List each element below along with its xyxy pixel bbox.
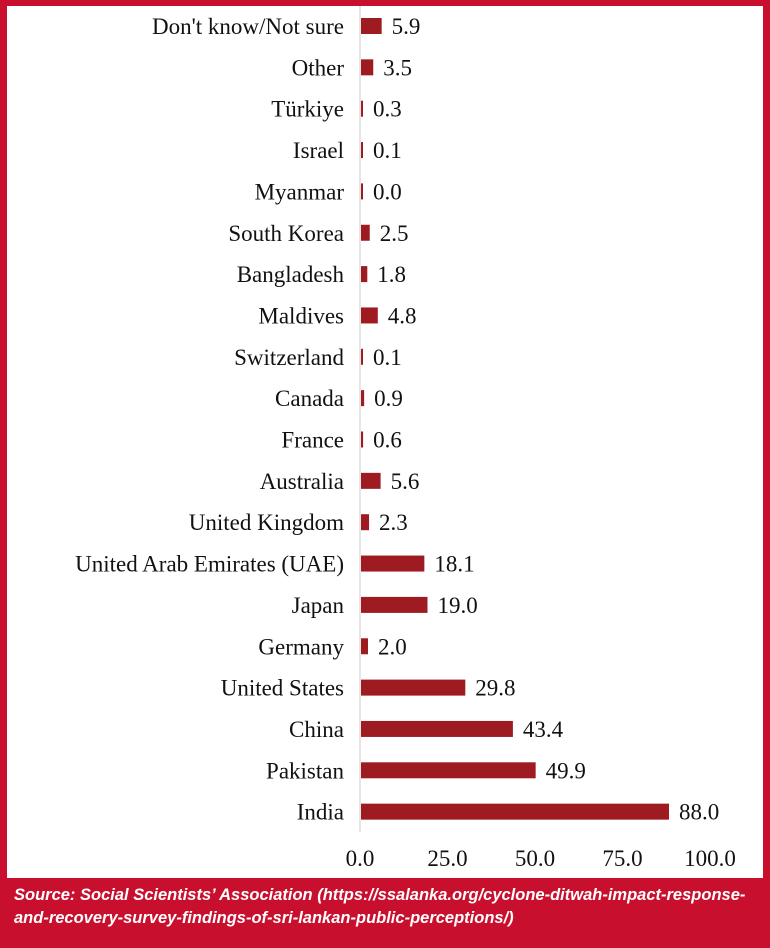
bar	[361, 142, 363, 159]
x-tick-label: 50.0	[515, 846, 555, 871]
category-label: Canada	[275, 386, 344, 411]
category-label: Israel	[293, 138, 344, 163]
category-label: Other	[292, 55, 345, 80]
category-label: Myanmar	[255, 179, 345, 204]
bar	[361, 472, 381, 489]
value-label: 0.1	[373, 345, 402, 370]
x-tick-label: 25.0	[427, 846, 467, 871]
category-label: United Kingdom	[189, 510, 344, 535]
bar	[361, 307, 378, 324]
category-label: Türkiye	[271, 97, 344, 122]
value-label: 2.0	[378, 634, 407, 659]
x-tick-label: 0.0	[346, 846, 375, 871]
bar	[361, 555, 425, 572]
category-label: United States	[221, 676, 344, 701]
value-label: 4.8	[388, 303, 417, 328]
category-label: India	[297, 800, 344, 825]
bar	[361, 638, 368, 655]
value-label: 2.3	[379, 510, 408, 535]
category-label: France	[281, 428, 344, 453]
bar	[361, 390, 365, 407]
value-label: 88.0	[679, 800, 719, 825]
value-label: 18.1	[434, 552, 474, 577]
value-label: 29.8	[475, 676, 515, 701]
bar-chart: Don't know/Not sure 5.9 Other 3.5 Türkiye 0.3…	[75, 6, 736, 871]
value-label: 43.4	[523, 717, 564, 742]
category-label: Germany	[258, 634, 344, 659]
value-label: 0.6	[373, 428, 402, 453]
value-label: 1.8	[377, 262, 406, 287]
category-label: Maldives	[258, 303, 344, 328]
bar	[361, 720, 513, 737]
bar	[361, 762, 536, 779]
category-label: United Arab Emirates (UAE)	[75, 552, 344, 577]
x-tick-label: 75.0	[602, 846, 642, 871]
value-label: 5.6	[391, 469, 420, 494]
value-label: 5.9	[392, 14, 421, 39]
bar	[361, 266, 368, 283]
bar	[361, 183, 363, 200]
bar	[361, 100, 363, 117]
value-label: 19.0	[438, 593, 478, 618]
bar	[361, 224, 370, 241]
category-label: China	[289, 717, 344, 742]
value-label: 0.1	[373, 138, 402, 163]
source-caption: Source: Social Scientists’ Association (…	[14, 886, 746, 927]
bar	[361, 679, 466, 696]
bar	[361, 514, 370, 531]
bar	[361, 348, 363, 365]
bar	[361, 803, 669, 820]
x-tick-label: 100.0	[684, 846, 736, 871]
category-label: Australia	[260, 469, 344, 494]
category-label: Switzerland	[234, 345, 344, 370]
category-label: South Korea	[228, 221, 344, 246]
bar	[361, 431, 364, 448]
category-label: Bangladesh	[237, 262, 345, 287]
value-label: 0.0	[373, 179, 402, 204]
category-label: Japan	[292, 593, 345, 618]
value-label: 3.5	[383, 55, 412, 80]
value-label: 0.9	[374, 386, 403, 411]
value-label: 0.3	[373, 97, 402, 122]
value-label: 49.9	[546, 758, 586, 783]
chart-panel: Don't know/Not sure 5.9 Other 3.5 Türkiye 0.3…	[7, 6, 763, 878]
bar	[361, 59, 374, 76]
bar	[361, 18, 382, 34]
bar	[361, 596, 428, 613]
value-label: 2.5	[380, 221, 409, 246]
category-label: Pakistan	[266, 758, 344, 783]
category-label: Don't know/Not sure	[152, 14, 344, 39]
